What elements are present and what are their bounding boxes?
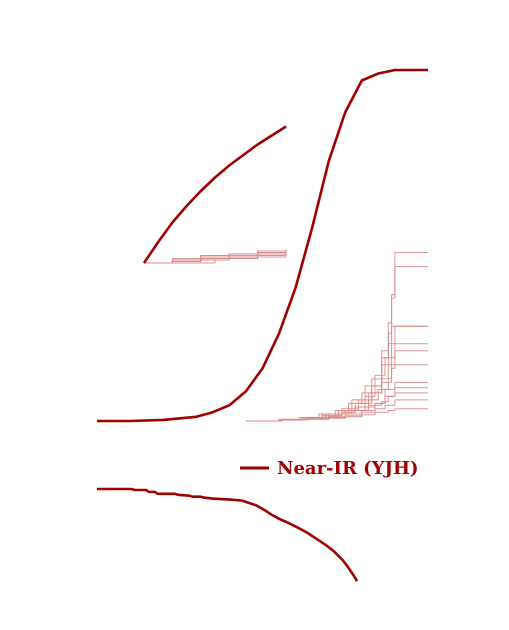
inset-realizations: [144, 249, 287, 264]
main-mean-curve: [97, 68, 428, 423]
main-realization-line-3: [246, 325, 428, 422]
legend-label-near-ir: Near-IR (YJH): [277, 458, 419, 479]
bottom-series-group: [97, 487, 359, 582]
main-realization-line-4: [246, 252, 428, 422]
inset-mean-curve: [142, 125, 287, 264]
inset-realization-line-8: [144, 251, 287, 264]
legend: Near-IR (YJH): [240, 458, 419, 479]
main-mean-curve-group: [97, 68, 428, 423]
main-realizations: [246, 252, 428, 422]
series-line-near-ir: [97, 487, 359, 582]
main-realization-line-12: [246, 392, 428, 422]
main-realization-line-11: [246, 325, 428, 422]
inset-mean-curve-group: [142, 125, 287, 264]
